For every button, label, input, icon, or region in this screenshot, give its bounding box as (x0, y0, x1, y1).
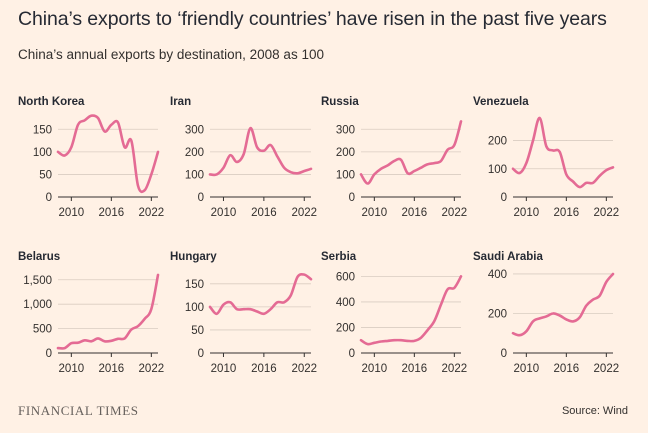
x-tick-label: 2016 (251, 363, 277, 375)
series-line (208, 126, 313, 177)
y-tick-label: 100 (185, 169, 204, 181)
x-tick-label: 2016 (554, 363, 580, 375)
y-tick-label: 0 (349, 192, 355, 204)
y-tick-label: 200 (336, 322, 355, 334)
panel-title: Russia (321, 96, 359, 108)
y-tick-label: 100 (185, 302, 204, 314)
y-tick-label: 200 (488, 136, 507, 148)
x-tick-label: 2022 (291, 207, 317, 219)
x-tick-label: 2022 (442, 363, 468, 375)
x-tick-label: 2016 (251, 207, 277, 219)
x-tick-label: 2022 (139, 207, 165, 219)
panel-belarus: Belarus 0 500 1,000 1,500 2010 2016 2022 (18, 251, 164, 375)
y-tick-label: 0 (198, 192, 204, 204)
y-tick-label: 300 (185, 124, 204, 136)
y-tick-label: 400 (336, 297, 355, 309)
series-line (56, 273, 160, 350)
y-tick-label: 200 (488, 308, 507, 320)
x-tick-label: 2016 (554, 207, 580, 219)
y-tick-label: 1,500 (23, 275, 52, 287)
x-tick-label: 2010 (514, 363, 540, 375)
y-tick-label: 200 (336, 147, 355, 159)
x-tick-label: 2010 (362, 363, 388, 375)
panel-title: Saudi Arabia (473, 251, 543, 263)
series-line (359, 120, 463, 185)
y-tick-label: 150 (185, 279, 204, 291)
panel-saudi-arabia: Saudi Arabia 0 200 400 2010 2016 2022 (473, 251, 619, 375)
series-line (359, 275, 463, 346)
y-tick-label: 100 (336, 169, 355, 181)
x-tick-label: 2010 (362, 207, 388, 219)
x-tick-label: 2016 (402, 207, 428, 219)
y-tick-label: 150 (33, 124, 52, 136)
x-tick-label: 2010 (211, 363, 237, 375)
y-tick-label: 50 (39, 169, 52, 181)
x-tick-label: 2016 (99, 363, 125, 375)
panel-title: North Korea (18, 96, 85, 108)
x-tick-label: 2010 (514, 207, 540, 219)
x-tick-label: 2022 (139, 363, 165, 375)
x-tick-label: 2022 (594, 207, 620, 219)
y-tick-label: 1,000 (23, 299, 52, 311)
x-tick-label: 2022 (442, 207, 468, 219)
y-tick-label: 0 (501, 348, 507, 360)
y-tick-label: 500 (33, 324, 52, 336)
y-tick-label: 300 (336, 124, 355, 136)
panel-north-korea: North Korea 0 50 100 150 2010 2016 2022 (18, 96, 164, 219)
y-tick-label: 0 (349, 348, 355, 360)
panel-title: Belarus (18, 251, 60, 263)
panel-russia: Russia 0 100 200 300 2010 2016 2022 (321, 96, 467, 219)
panel-title: Iran (170, 96, 191, 108)
x-tick-label: 2016 (402, 363, 428, 375)
panel-hungary: Hungary 0 50 100 150 2010 2016 2022 (170, 251, 317, 375)
y-tick-label: 0 (46, 192, 52, 204)
chart-subtitle: China’s annual exports by destination, 2… (18, 47, 324, 62)
y-tick-label: 200 (185, 147, 204, 159)
panel-title: Venezuela (473, 96, 529, 108)
x-tick-label: 2010 (59, 363, 85, 375)
series-line (208, 272, 313, 316)
x-tick-label: 2010 (211, 207, 237, 219)
x-tick-label: 2016 (99, 207, 125, 219)
source-note: Source: Wind (561, 405, 628, 417)
panel-venezuela: Venezuela 0 100 200 2010 2016 2022 (473, 96, 619, 219)
y-tick-label: 0 (46, 348, 52, 360)
y-tick-label: 600 (336, 271, 355, 283)
panel-iran: Iran 0 100 200 300 2010 2016 2022 (170, 96, 317, 219)
brand-logo: FINANCIAL TIMES (18, 403, 139, 418)
y-tick-label: 100 (33, 147, 52, 159)
y-tick-label: 100 (488, 164, 507, 176)
series-line (56, 114, 160, 194)
y-tick-label: 0 (198, 348, 204, 360)
panel-title: Hungary (170, 251, 217, 263)
x-tick-label: 2022 (291, 363, 317, 375)
panel-title: Serbia (321, 251, 357, 263)
series-line (511, 116, 615, 189)
y-tick-label: 0 (501, 192, 507, 204)
chart-title: China’s exports to ‘friendly countries’ … (18, 8, 607, 30)
series-line (511, 272, 615, 337)
panel-serbia: Serbia 0 200 400 600 2010 2016 2022 (321, 251, 467, 375)
y-tick-label: 50 (191, 325, 204, 337)
x-tick-label: 2010 (59, 207, 85, 219)
x-tick-label: 2022 (594, 363, 620, 375)
y-tick-label: 400 (488, 269, 507, 281)
